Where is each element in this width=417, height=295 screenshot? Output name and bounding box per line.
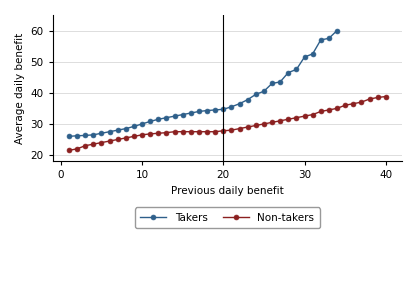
Takers xyxy=(245,98,250,101)
Non-takers xyxy=(253,124,258,127)
Non-takers xyxy=(383,95,388,98)
Non-takers xyxy=(83,144,88,148)
Non-takers xyxy=(237,127,242,130)
Non-takers xyxy=(261,122,266,126)
Non-takers xyxy=(196,130,201,133)
Non-takers xyxy=(91,142,96,146)
Takers xyxy=(115,128,120,132)
Takers xyxy=(237,102,242,106)
Line: Takers: Takers xyxy=(67,28,339,139)
Takers xyxy=(140,122,145,126)
Non-takers xyxy=(156,132,161,135)
Non-takers xyxy=(302,114,307,118)
Takers xyxy=(286,71,291,74)
Non-takers xyxy=(286,117,291,121)
Takers xyxy=(269,82,274,85)
Takers xyxy=(261,89,266,93)
Takers xyxy=(229,105,234,109)
Takers xyxy=(107,130,112,133)
Takers xyxy=(75,134,80,137)
Legend: Takers, Non-takers: Takers, Non-takers xyxy=(135,207,320,228)
Non-takers xyxy=(115,138,120,141)
Takers xyxy=(318,38,323,42)
Non-takers xyxy=(140,133,145,137)
Takers xyxy=(221,108,226,111)
Takers xyxy=(310,52,315,56)
Takers xyxy=(172,114,177,118)
Non-takers xyxy=(375,96,380,99)
Takers xyxy=(123,127,128,130)
X-axis label: Previous daily benefit: Previous daily benefit xyxy=(171,186,284,196)
Non-takers xyxy=(294,116,299,119)
Non-takers xyxy=(172,130,177,133)
Non-takers xyxy=(310,113,315,116)
Takers xyxy=(205,109,210,112)
Non-takers xyxy=(131,135,136,138)
Takers xyxy=(253,93,258,96)
Non-takers xyxy=(188,130,193,133)
Takers xyxy=(188,111,193,115)
Takers xyxy=(327,37,332,40)
Non-takers xyxy=(205,130,210,133)
Takers xyxy=(334,29,339,32)
Non-takers xyxy=(99,141,104,144)
Takers xyxy=(164,116,169,119)
Takers xyxy=(180,113,185,116)
Takers xyxy=(302,55,307,59)
Non-takers xyxy=(343,104,348,107)
Non-takers xyxy=(334,106,339,110)
Takers xyxy=(66,135,71,138)
Takers xyxy=(91,133,96,137)
Non-takers xyxy=(164,131,169,135)
Non-takers xyxy=(66,149,71,152)
Non-takers xyxy=(367,97,372,101)
Takers xyxy=(131,125,136,128)
Non-takers xyxy=(359,100,364,104)
Non-takers xyxy=(245,125,250,129)
Non-takers xyxy=(148,132,153,136)
Non-takers xyxy=(180,130,185,133)
Y-axis label: Average daily benefit: Average daily benefit xyxy=(15,32,25,144)
Non-takers xyxy=(75,147,80,150)
Non-takers xyxy=(278,119,283,123)
Line: Non-takers: Non-takers xyxy=(67,94,388,153)
Non-takers xyxy=(318,110,323,113)
Takers xyxy=(278,80,283,84)
Non-takers xyxy=(229,128,234,132)
Takers xyxy=(294,68,299,71)
Takers xyxy=(213,108,218,112)
Non-takers xyxy=(269,121,274,124)
Non-takers xyxy=(107,139,112,143)
Non-takers xyxy=(221,129,226,132)
Non-takers xyxy=(123,136,128,140)
Takers xyxy=(99,132,104,135)
Non-takers xyxy=(327,108,332,112)
Takers xyxy=(148,120,153,123)
Non-takers xyxy=(213,130,218,133)
Takers xyxy=(83,134,88,137)
Takers xyxy=(156,117,161,121)
Non-takers xyxy=(351,102,356,106)
Takers xyxy=(196,110,201,113)
